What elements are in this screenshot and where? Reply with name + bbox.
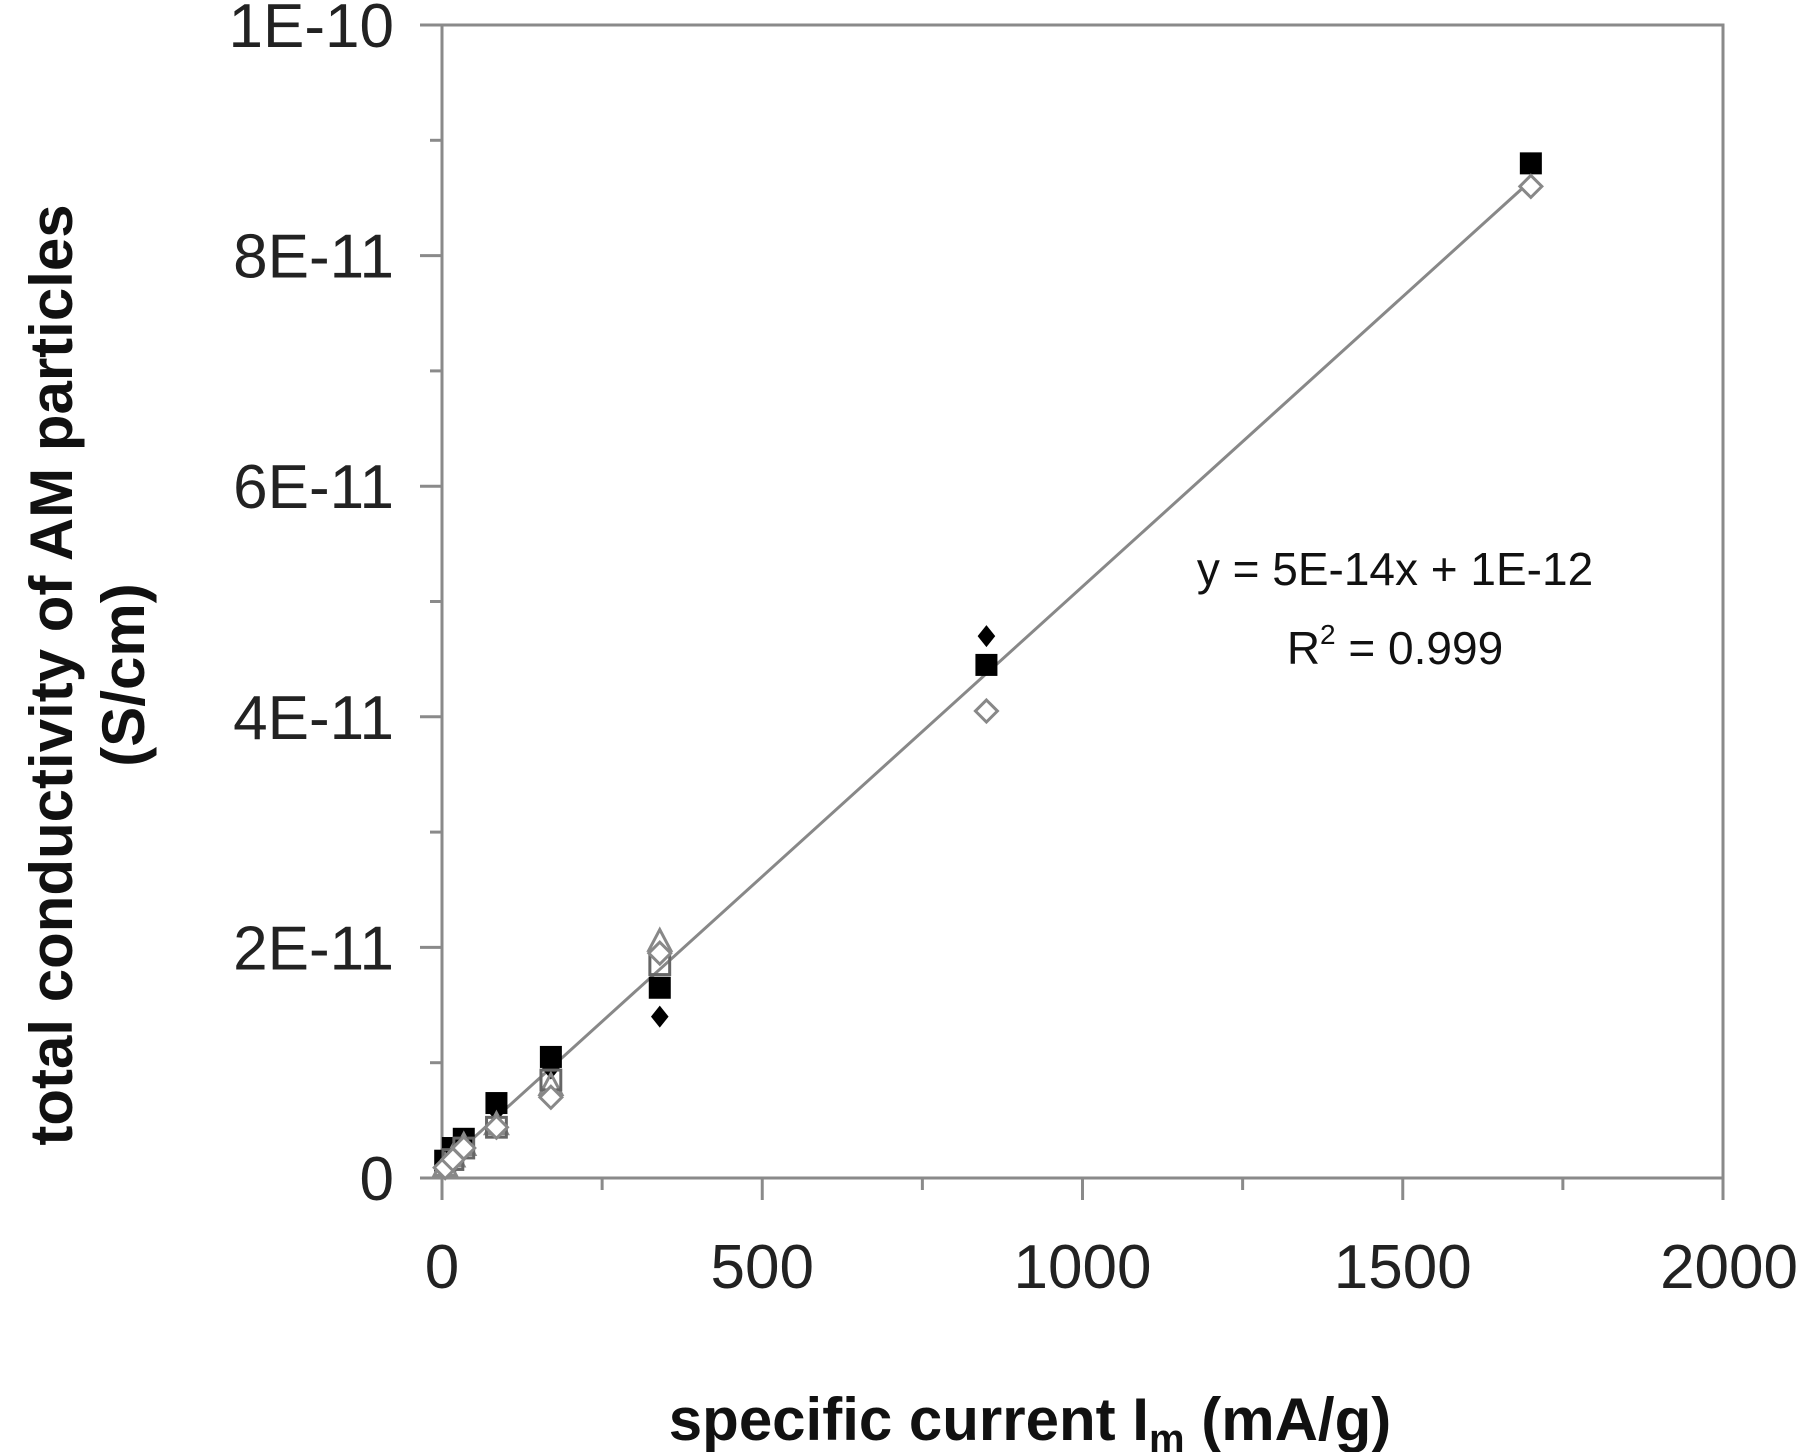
x-tick-label: 1000 <box>1014 1233 1152 1302</box>
x-axis-tick-labels: 0 500 1000 1500 2000 <box>425 1233 1798 1302</box>
x-axis-title-unit: (mA/g) <box>1185 1386 1392 1452</box>
data-point <box>542 1057 560 1080</box>
data-point <box>1519 152 1542 175</box>
y-tick-label: 0 <box>360 1145 394 1214</box>
x-tick-label: 1500 <box>1334 1233 1472 1302</box>
y-axis-title-line1: total conductivity of AM particles <box>18 204 85 1145</box>
y-tick-label: 1E-10 <box>229 0 394 61</box>
data-point <box>1517 173 1544 200</box>
x-tick-label: 500 <box>711 1233 814 1302</box>
y-tick-label: 2E-11 <box>233 914 394 983</box>
data-point <box>650 1005 669 1028</box>
data-point <box>450 1134 477 1162</box>
data-point <box>483 1114 510 1141</box>
x-axis-title-subscript: m <box>1149 1417 1185 1452</box>
data-point <box>975 653 998 676</box>
data-point <box>539 1045 562 1068</box>
y-axis-title: total conductivity of AM particles (S/cm… <box>18 204 157 1145</box>
r-squared-superscript: 2 <box>1320 619 1336 650</box>
equation-label: y = 5E-14x + 1E-12 <box>1197 543 1593 595</box>
r-squared-prefix: R <box>1287 622 1320 674</box>
data-point <box>485 1092 508 1115</box>
data-markers <box>431 152 1544 1181</box>
y-tick-label: 4E-11 <box>233 684 394 753</box>
data-point <box>646 940 673 967</box>
x-axis-title: specific current Im (mA/g) <box>669 1386 1391 1452</box>
y-axis-ticks <box>420 23 442 1180</box>
data-point <box>977 625 996 648</box>
r-squared-label: R2 = 0.999 <box>1287 619 1503 674</box>
x-tick-label: 0 <box>425 1233 459 1302</box>
x-tick-label: 2000 <box>1660 1233 1798 1302</box>
data-point <box>648 976 671 999</box>
r-squared-value: = 0.999 <box>1336 622 1504 674</box>
data-point <box>973 697 1000 725</box>
x-axis-title-main: specific current I <box>669 1386 1149 1452</box>
x-axis-ticks <box>440 1178 1725 1200</box>
y-axis-title-line2: (S/cm) <box>90 583 157 766</box>
y-tick-label: 8E-11 <box>233 223 394 292</box>
data-point <box>537 1084 565 1111</box>
y-axis-tick-labels: 0 2E-11 4E-11 6E-11 8E-11 1E-10 <box>229 0 394 1214</box>
y-tick-label: 6E-11 <box>233 453 394 522</box>
